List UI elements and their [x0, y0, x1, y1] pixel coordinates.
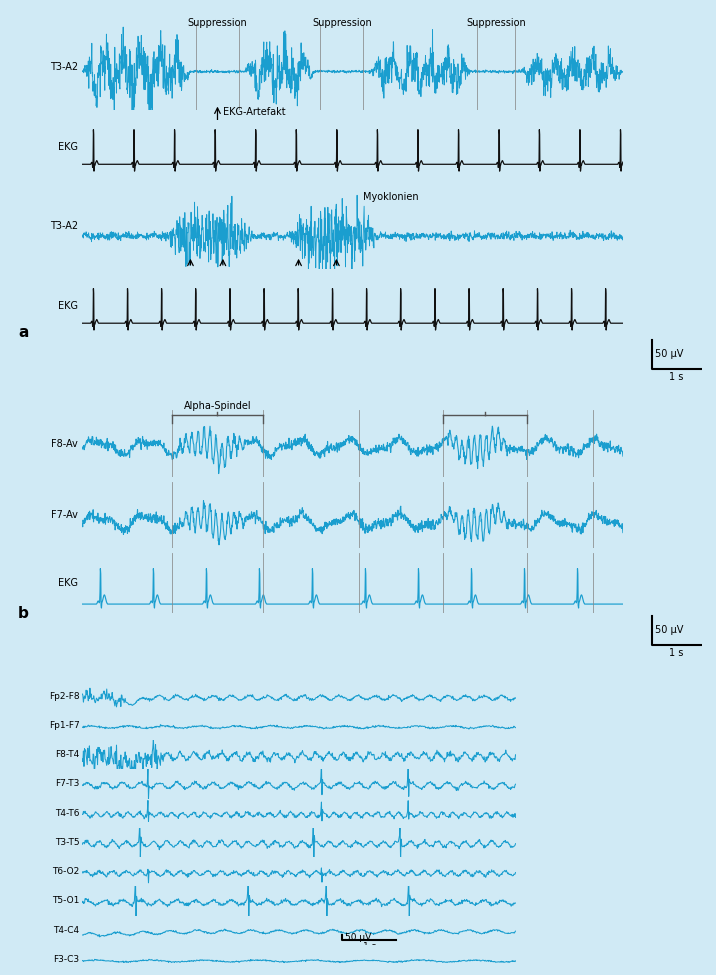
Text: Alpha-Spindel: Alpha-Spindel: [184, 402, 251, 411]
Y-axis label: T3-T5: T3-T5: [55, 838, 79, 847]
Text: 1 s: 1 s: [363, 942, 376, 951]
Y-axis label: EKG: EKG: [58, 141, 78, 152]
Text: Myoklonien: Myoklonien: [364, 191, 419, 202]
Text: a: a: [18, 326, 28, 340]
Y-axis label: F8-Av: F8-Av: [52, 439, 78, 448]
Y-axis label: Fp2-F8: Fp2-F8: [49, 691, 79, 701]
Y-axis label: EKG: EKG: [58, 578, 78, 588]
Text: 1 s: 1 s: [669, 648, 684, 658]
Text: b: b: [18, 606, 29, 621]
Y-axis label: T5-O1: T5-O1: [52, 896, 79, 906]
Text: Suppression: Suppression: [188, 18, 247, 27]
Text: 50 µV: 50 µV: [655, 349, 684, 360]
Text: 50 µV: 50 µV: [345, 933, 371, 942]
Text: 50 µV: 50 µV: [655, 625, 684, 636]
Y-axis label: T3-A2: T3-A2: [50, 62, 78, 72]
Y-axis label: T3-A2: T3-A2: [50, 221, 78, 231]
Text: 1 s: 1 s: [669, 372, 684, 382]
Text: Suppression: Suppression: [466, 18, 526, 27]
Y-axis label: F7-Av: F7-Av: [52, 510, 78, 520]
Y-axis label: F3-C3: F3-C3: [54, 955, 79, 964]
Y-axis label: F8-T4: F8-T4: [55, 750, 79, 760]
Text: EKG-Artefakt: EKG-Artefakt: [223, 107, 286, 117]
Text: Suppression: Suppression: [312, 18, 372, 27]
Y-axis label: T4-T6: T4-T6: [55, 808, 79, 818]
Y-axis label: F7-T3: F7-T3: [55, 779, 79, 789]
Y-axis label: Fp1-F7: Fp1-F7: [49, 721, 79, 730]
Y-axis label: T6-O2: T6-O2: [52, 867, 79, 877]
Y-axis label: EKG: EKG: [58, 300, 78, 311]
Y-axis label: T4-C4: T4-C4: [54, 925, 79, 935]
